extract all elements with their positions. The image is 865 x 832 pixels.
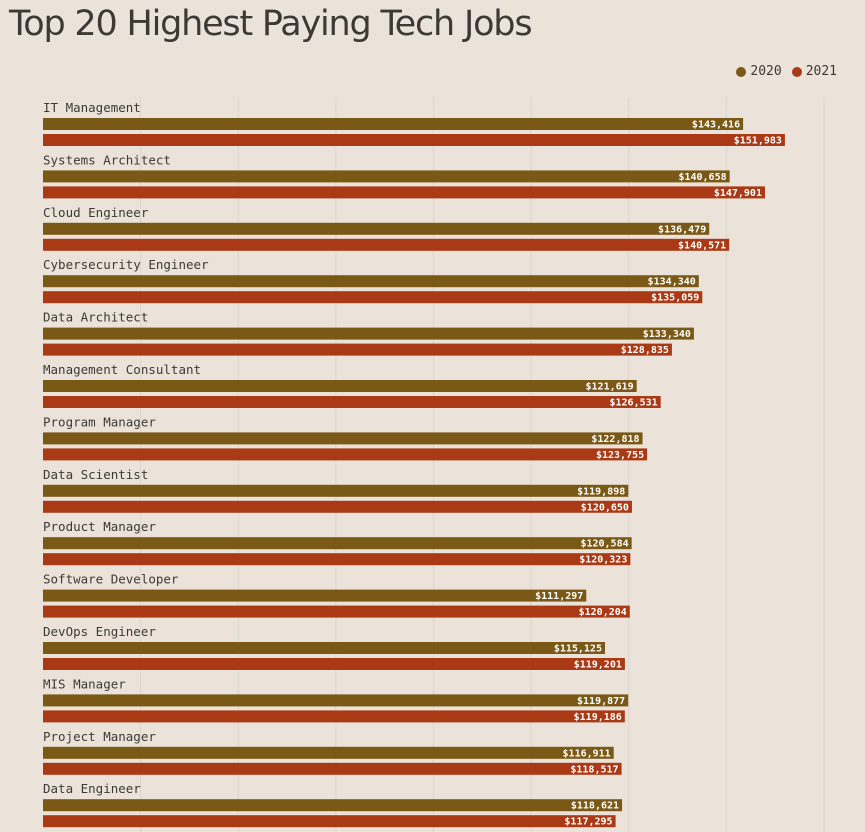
category-label: Project Manager bbox=[43, 729, 156, 744]
bar-2021[interactable] bbox=[43, 343, 672, 356]
bar-2021[interactable] bbox=[43, 448, 648, 461]
category-label: Data Engineer bbox=[43, 781, 141, 796]
value-label-2020: $122,818 bbox=[591, 434, 639, 445]
bar-2020[interactable] bbox=[43, 222, 710, 235]
bar-2021[interactable] bbox=[43, 186, 765, 199]
bar-2020[interactable] bbox=[43, 799, 623, 812]
value-label-2021: $118,517 bbox=[570, 764, 618, 775]
bar-2020[interactable] bbox=[43, 694, 629, 707]
bar-2021[interactable] bbox=[43, 238, 730, 251]
category-label: MIS Manager bbox=[43, 676, 126, 691]
bar-2020[interactable] bbox=[43, 432, 643, 445]
value-label-2020: $118,621 bbox=[571, 801, 619, 812]
category-label: Systems Architect bbox=[43, 152, 171, 167]
bar-2020[interactable] bbox=[43, 537, 632, 550]
bar-2021[interactable] bbox=[43, 710, 625, 723]
category-label: Data Architect bbox=[43, 310, 148, 325]
value-label-2021: $120,323 bbox=[579, 555, 627, 566]
value-label-2020: $143,416 bbox=[692, 120, 740, 131]
bar-2021[interactable] bbox=[43, 762, 622, 775]
bar-2020[interactable] bbox=[43, 327, 694, 340]
value-label-2020: $133,340 bbox=[643, 329, 691, 340]
bar-2020[interactable] bbox=[43, 118, 744, 130]
category-label: Management Consultant bbox=[43, 362, 201, 377]
legend-label-2021: 2021 bbox=[805, 64, 837, 79]
legend-swatch-2020 bbox=[736, 66, 747, 77]
value-label-2021: $120,650 bbox=[581, 502, 629, 513]
category-label: Software Developer bbox=[43, 572, 179, 587]
value-label-2020: $119,877 bbox=[577, 696, 625, 707]
value-label-2021: $135,059 bbox=[651, 293, 699, 304]
chart-title: Top 20 Highest Paying Tech Jobs bbox=[9, 4, 533, 44]
value-label-2020: $115,125 bbox=[554, 644, 602, 655]
value-label-2020: $111,297 bbox=[535, 591, 583, 602]
value-label-2020: $134,340 bbox=[648, 277, 696, 288]
category-label: Cloud Engineer bbox=[43, 205, 149, 220]
bar-2021[interactable] bbox=[43, 815, 616, 828]
value-label-2021: $119,201 bbox=[574, 660, 622, 671]
value-label-2021: $119,186 bbox=[574, 712, 622, 723]
value-label-2020: $116,911 bbox=[563, 748, 611, 759]
value-label-2021: $123,755 bbox=[596, 450, 644, 461]
value-label-2021: $126,531 bbox=[609, 398, 657, 409]
bar-2021[interactable] bbox=[43, 553, 631, 566]
legend-swatch-2021 bbox=[791, 66, 802, 77]
bar-2021[interactable] bbox=[43, 134, 785, 146]
category-label: Program Manager bbox=[43, 414, 156, 429]
bar-2021[interactable] bbox=[43, 500, 632, 513]
category-label: IT Management bbox=[43, 100, 141, 115]
value-label-2021: $140,571 bbox=[678, 240, 726, 251]
value-label-2021: $147,901 bbox=[714, 188, 762, 199]
bar-2020[interactable] bbox=[43, 746, 614, 759]
bar-2020[interactable] bbox=[43, 484, 629, 497]
bar-2020[interactable] bbox=[43, 589, 587, 602]
value-label-2020: $136,479 bbox=[658, 224, 706, 235]
bar-2021[interactable] bbox=[43, 658, 625, 670]
legend-item-2020[interactable]: 2020 bbox=[736, 64, 782, 79]
bar-2021[interactable] bbox=[43, 605, 630, 618]
value-label-2021: $120,204 bbox=[579, 607, 627, 618]
legend-item-2021[interactable]: 2021 bbox=[791, 64, 837, 79]
value-label-2021: $128,835 bbox=[621, 345, 669, 356]
bar-2020[interactable] bbox=[43, 170, 730, 183]
legend-label-2020: 2020 bbox=[750, 64, 782, 79]
value-label-2021: $117,295 bbox=[564, 817, 612, 828]
value-label-2020: $120,584 bbox=[580, 539, 628, 550]
legend: 2020 2021 bbox=[736, 64, 837, 79]
value-label-2020: $140,658 bbox=[678, 172, 726, 183]
bar-2021[interactable] bbox=[43, 396, 661, 408]
value-label-2020: $121,619 bbox=[586, 382, 634, 393]
bar-2020[interactable] bbox=[43, 642, 605, 654]
bar-2021[interactable] bbox=[43, 291, 703, 304]
value-label-2021: $151,983 bbox=[734, 136, 782, 147]
category-label: Data Scientist bbox=[43, 467, 148, 482]
category-label: Cybersecurity Engineer bbox=[43, 257, 209, 272]
value-label-2020: $119,898 bbox=[577, 486, 625, 497]
category-label: DevOps Engineer bbox=[43, 624, 156, 639]
category-label: Product Manager bbox=[43, 519, 156, 534]
bar-2020[interactable] bbox=[43, 275, 699, 288]
bar-2020[interactable] bbox=[43, 380, 637, 392]
